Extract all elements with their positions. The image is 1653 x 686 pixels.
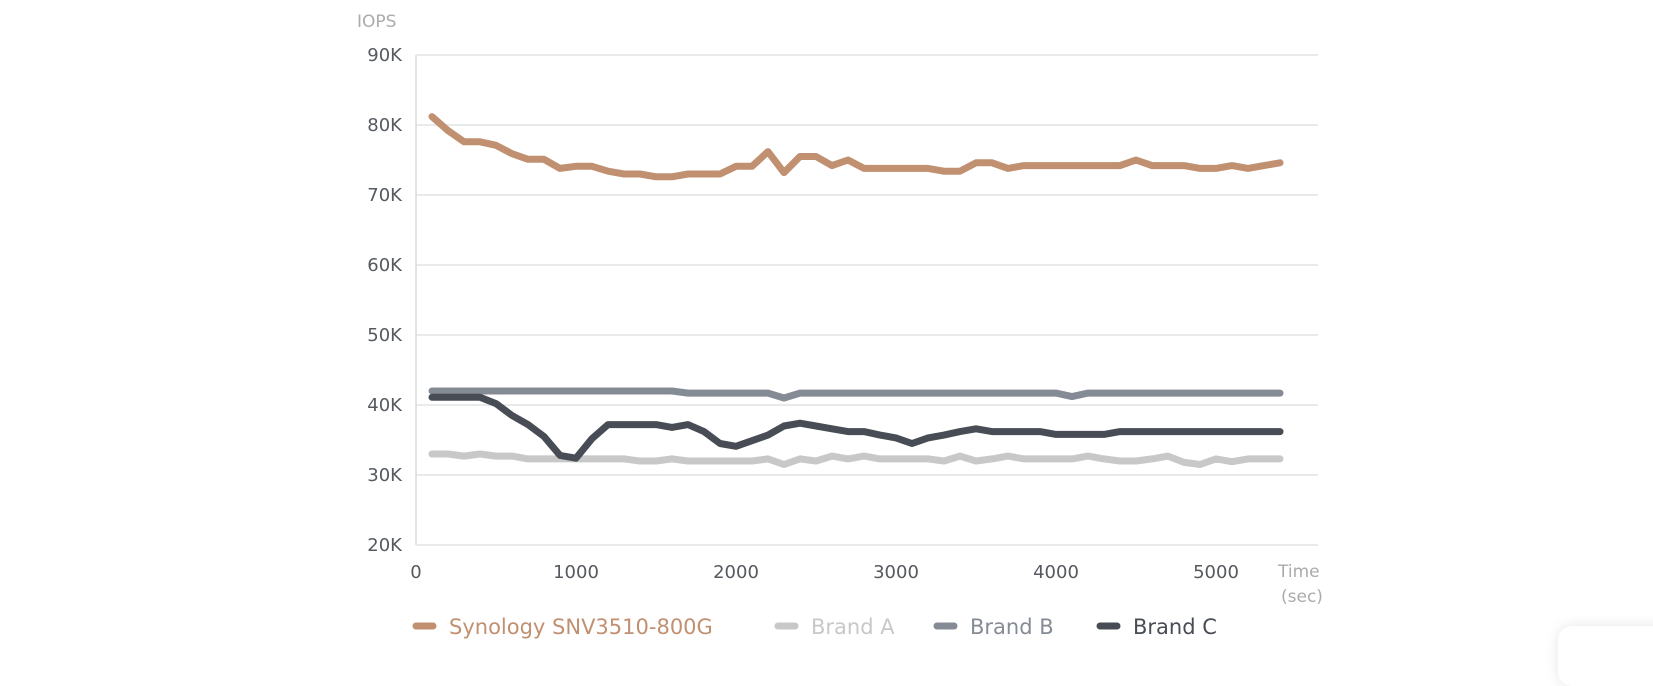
series-lines <box>428 113 1284 468</box>
y-tick-label: 40K <box>367 395 403 416</box>
x-axis-unit: (sec) <box>1281 587 1323 607</box>
gridlines <box>416 54 1318 546</box>
x-tick-labels: 0 1000 2000 3000 4000 5000 <box>410 562 1239 583</box>
legend-item[interactable]: Synology SNV3510-800G <box>412 615 713 639</box>
x-tick-label: 3000 <box>873 562 919 583</box>
y-tick-labels: 20K 30K 40K 50K 60K 70K 80K 90K <box>367 45 403 556</box>
series-line-brand-b <box>428 387 1284 402</box>
y-tick-label: 70K <box>367 185 403 206</box>
legend-label: Brand A <box>811 615 895 639</box>
y-tick-label: 80K <box>367 115 403 136</box>
x-tick-label: 2000 <box>713 562 759 583</box>
legend: Synology SNV3510-800G Brand A Brand B Brand… <box>412 615 1217 639</box>
legend-item[interactable]: Brand C <box>1096 615 1217 639</box>
legend-item[interactable]: Brand A <box>774 615 895 639</box>
x-tick-label: 0 <box>410 562 421 583</box>
x-tick-label: 1000 <box>553 562 599 583</box>
y-tick-label: 20K <box>367 535 403 556</box>
series-line-brand-c <box>428 393 1284 462</box>
line-chart: 20K 30K 40K 50K 60K 70K 80K 90K 0 1000 2000 3000 40… <box>357 12 1323 639</box>
legend-label: Brand B <box>970 615 1054 639</box>
y-tick-label: 90K <box>367 45 403 66</box>
y-tick-label: 50K <box>367 325 403 346</box>
series-line-synology-snv3510-800g <box>428 113 1284 181</box>
legend-label: Synology SNV3510-800G <box>449 615 713 639</box>
x-tick-label: 5000 <box>1193 562 1239 583</box>
x-axis-label: Time <box>1277 562 1320 582</box>
y-tick-label: 60K <box>367 255 403 276</box>
legend-item[interactable]: Brand B <box>933 615 1054 639</box>
y-axis-label: IOPS <box>357 12 396 32</box>
x-tick-label: 4000 <box>1033 562 1079 583</box>
y-tick-label: 30K <box>367 465 403 486</box>
legend-label: Brand C <box>1133 615 1217 639</box>
floating-widget-corner <box>1558 626 1653 686</box>
